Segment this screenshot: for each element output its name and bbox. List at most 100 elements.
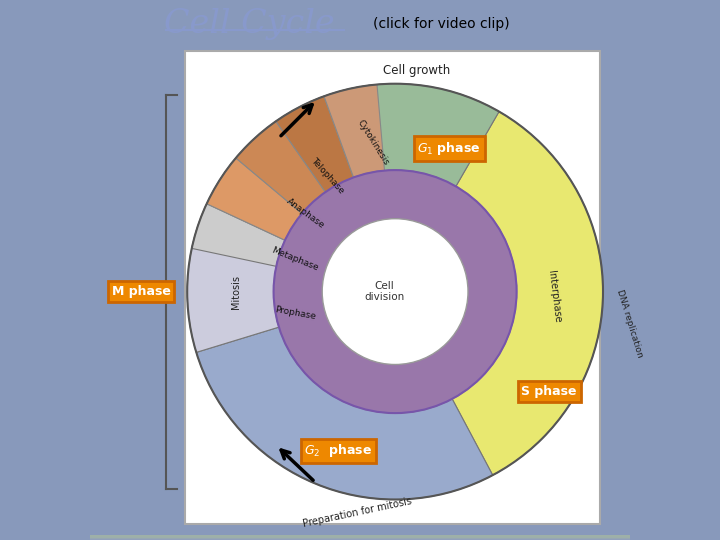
Bar	[90, 536, 630, 538]
Bar	[90, 536, 630, 538]
Bar	[90, 536, 630, 539]
Bar	[90, 537, 630, 539]
Bar	[90, 535, 630, 538]
Bar	[90, 537, 630, 539]
Bar	[90, 537, 630, 540]
Bar	[90, 537, 630, 539]
Bar	[90, 536, 630, 538]
Bar	[90, 535, 630, 537]
Bar	[90, 536, 630, 538]
Wedge shape	[276, 96, 395, 292]
Bar	[90, 535, 630, 538]
Bar	[90, 537, 630, 539]
Text: Mitosis: Mitosis	[231, 275, 240, 308]
Bar	[90, 537, 630, 539]
Bar	[90, 537, 630, 539]
Wedge shape	[197, 84, 499, 292]
Bar	[90, 535, 630, 538]
Bar	[90, 536, 630, 539]
Bar	[90, 537, 630, 539]
Text: Cell Cycle: Cell Cycle	[164, 8, 335, 40]
Bar	[90, 536, 630, 539]
Bar	[90, 536, 630, 538]
Bar	[90, 535, 630, 538]
Bar	[90, 535, 630, 538]
Bar	[90, 537, 630, 539]
Text: S phase: S phase	[521, 385, 577, 398]
Bar	[90, 537, 630, 539]
Bar	[90, 536, 630, 539]
Bar	[90, 536, 630, 539]
Bar	[90, 536, 630, 539]
Bar	[90, 536, 630, 539]
Bar	[90, 536, 630, 539]
Bar	[90, 537, 630, 540]
Bar	[90, 535, 630, 537]
Text: Cell growth: Cell growth	[383, 64, 450, 77]
Bar	[90, 537, 630, 539]
Bar	[90, 536, 630, 538]
Bar	[90, 536, 630, 538]
Bar	[90, 537, 630, 539]
Bar	[90, 537, 630, 539]
Wedge shape	[192, 204, 395, 292]
Bar	[90, 535, 630, 538]
Wedge shape	[236, 122, 395, 292]
Bar	[90, 535, 630, 537]
Bar	[90, 537, 630, 539]
Text: $G_1$ phase: $G_1$ phase	[418, 140, 481, 157]
Bar	[90, 535, 630, 538]
Bar	[90, 536, 630, 539]
Bar	[90, 535, 630, 538]
Bar	[90, 537, 630, 539]
Wedge shape	[197, 292, 492, 500]
Bar	[90, 537, 630, 539]
Bar	[90, 536, 630, 538]
Bar	[90, 536, 630, 538]
Bar	[90, 537, 630, 539]
Bar	[90, 536, 630, 538]
Bar	[90, 535, 630, 537]
Bar	[90, 535, 630, 538]
Text: (click for video clip): (click for video clip)	[373, 17, 509, 31]
Bar	[90, 537, 630, 540]
Bar	[90, 537, 630, 539]
Bar	[90, 537, 630, 540]
Bar	[90, 536, 630, 539]
Bar	[90, 537, 630, 539]
Bar	[90, 535, 630, 538]
Bar	[90, 536, 630, 538]
Bar	[90, 535, 630, 537]
Text: $G_2$  phase: $G_2$ phase	[305, 442, 372, 460]
Bar	[90, 536, 630, 538]
Text: Interphase: Interphase	[546, 271, 562, 323]
Bar	[90, 537, 630, 539]
Text: Prophase: Prophase	[274, 305, 316, 321]
Bar	[90, 537, 630, 540]
Bar	[90, 535, 630, 538]
Bar	[90, 536, 630, 538]
Bar	[90, 536, 630, 539]
Bar	[90, 536, 630, 538]
Bar	[90, 536, 630, 538]
Bar	[90, 536, 630, 538]
Bar	[90, 536, 630, 538]
Bar	[90, 537, 630, 540]
Bar	[90, 536, 630, 539]
Bar	[90, 535, 630, 538]
Bar	[90, 535, 630, 538]
Bar	[90, 537, 630, 540]
Bar	[90, 536, 630, 538]
Bar	[90, 535, 630, 538]
Bar	[90, 535, 630, 538]
Bar	[90, 536, 630, 538]
Bar	[90, 535, 630, 537]
Bar	[90, 536, 630, 538]
Bar	[90, 536, 630, 539]
Bar	[90, 536, 630, 538]
Bar	[90, 536, 630, 539]
Bar	[90, 536, 630, 539]
Bar	[90, 536, 630, 539]
Bar	[90, 535, 630, 538]
Bar	[90, 536, 630, 538]
